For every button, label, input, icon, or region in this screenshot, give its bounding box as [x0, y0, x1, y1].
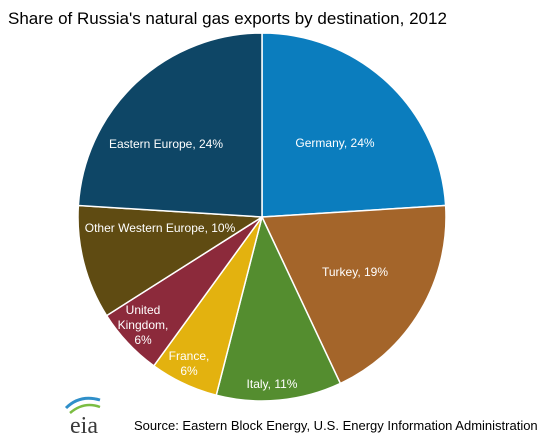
slice-label-wrap: Germany, 24% [275, 118, 395, 168]
slice-label: Turkey, 19% [321, 264, 389, 279]
slice-label: Germany, 24% [295, 135, 375, 150]
pie-slice [260, 204, 447, 385]
slice-label-wrap: Other Western Europe, 10% [75, 203, 245, 253]
slice-label-box: France, 6% [164, 339, 214, 389]
slice-label-wrap: United Kingdom, 6% [108, 300, 178, 350]
pie-slice [77, 204, 265, 317]
slice-label-wrap: Italy, 11% [227, 359, 317, 409]
slice-label-box: Other Western Europe, 10% [75, 203, 245, 253]
logo-text: eia [70, 413, 98, 439]
slice-label: Italy, 11% [246, 376, 298, 391]
slice-label-box: Italy, 11% [227, 359, 317, 409]
slice-label-wrap: Turkey, 19% [300, 247, 410, 297]
pie-slice [215, 214, 342, 402]
slice-label: France, 6% [168, 349, 210, 378]
logo-swoosh [64, 396, 101, 410]
slice-label-wrap: Eastern Europe, 24% [96, 119, 236, 169]
slice-label: Eastern Europe, 24% [108, 136, 224, 151]
slice-label: United Kingdom, 6% [117, 302, 169, 347]
slice-label-wrap: France, 6% [164, 339, 214, 389]
slice-label: Other Western Europe, 10% [84, 220, 236, 235]
slice-label-box: Germany, 24% [275, 118, 395, 168]
pie-slice [77, 32, 263, 218]
slice-label-box: United Kingdom, 6% [108, 300, 178, 350]
chart-title: Share of Russia's natural gas exports by… [8, 9, 447, 28]
logo-swoosh [69, 403, 101, 414]
pie-slice [261, 32, 447, 218]
source: Source: Eastern Block Energy, U.S. Energ… [134, 418, 538, 433]
logo: eia [64, 396, 101, 439]
slice-label-box: Eastern Europe, 24% [96, 119, 236, 169]
slice-label-box: Turkey, 19% [300, 247, 410, 297]
